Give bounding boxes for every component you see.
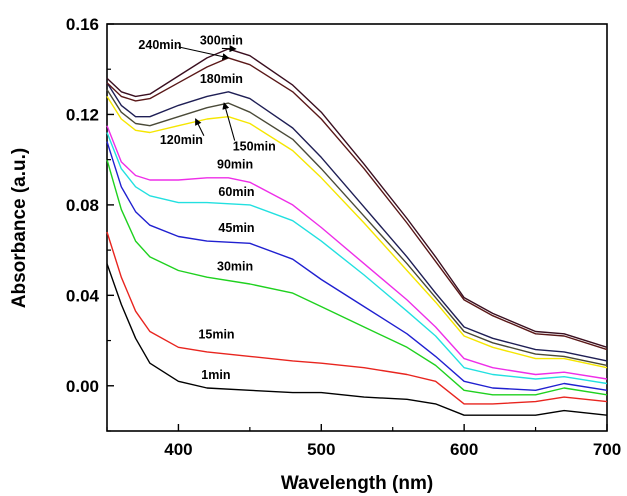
series-layer (106, 48, 608, 416)
series-line-300min (106, 48, 608, 348)
x-tick-label: 500 (307, 440, 335, 459)
y-tick-label: 0.12 (66, 105, 99, 124)
series-line-120min (106, 96, 608, 369)
series-label-300min: 300min (200, 33, 243, 47)
series-label-180min: 180min (200, 72, 243, 86)
series-line-1min (106, 263, 608, 416)
series-label-30min: 30min (217, 259, 253, 273)
series-line-45min (106, 141, 608, 391)
pointer-arrow-120min (195, 118, 205, 137)
series-line-60min (106, 132, 608, 385)
x-tick-label: 700 (593, 440, 621, 459)
series-line-180min (106, 82, 608, 362)
annotation-layer: 300min 240min 180min 150min 120min 90min 60min… (138, 33, 275, 382)
y-tick-label: 0.04 (66, 286, 100, 305)
series-label-60min: 60min (218, 185, 254, 199)
plot-frame (106, 23, 608, 432)
pointer-arrow-300min (221, 45, 237, 53)
pointer-arrow-240min (178, 46, 230, 61)
pointer-arrow-150min (222, 102, 236, 141)
tick-layer: 400 500 600 700 0.00 0.04 0.08 0.12 0.16 (66, 15, 621, 459)
series-line-240min (106, 57, 608, 351)
series-label-15min: 15min (198, 327, 234, 341)
series-label-90min: 90min (217, 158, 253, 172)
x-axis-title: Wavelength (nm) (281, 473, 433, 494)
x-tick-label: 400 (164, 440, 192, 459)
series-label-1min: 1min (201, 368, 230, 382)
y-tick-label: 0.16 (66, 15, 99, 34)
y-tick-label: 0.08 (66, 196, 99, 215)
y-axis-title: Absorbance (a.u.) (9, 148, 30, 308)
series-label-150min: 150min (233, 140, 276, 154)
y-tick-label: 0.00 (66, 377, 99, 396)
series-label-45min: 45min (218, 221, 254, 235)
series-line-15min (106, 231, 608, 405)
series-label-240min: 240min (138, 38, 181, 52)
x-tick-label: 600 (450, 440, 478, 459)
series-line-30min (106, 159, 608, 396)
series-label-120min: 120min (160, 133, 203, 147)
series-line-90min (106, 125, 608, 380)
series-line-150min (106, 89, 608, 367)
